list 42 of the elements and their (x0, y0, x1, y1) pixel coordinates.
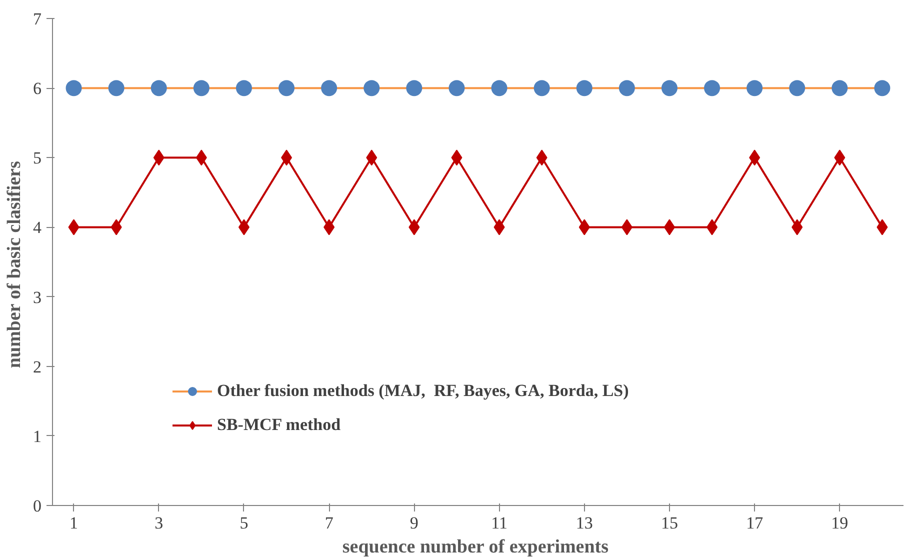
y-axis-title: number of basic clasifiers (4, 161, 25, 368)
x-tick-label: 5 (240, 514, 248, 532)
x-tick-label: 1 (70, 514, 78, 532)
legend-label: Other fusion methods (MAJ, RF, Bayes, GA, Borda, LS) (217, 381, 629, 401)
x-tick-label: 9 (410, 514, 418, 532)
point (236, 80, 252, 96)
x-tick-label: 19 (831, 514, 848, 532)
y-tick-label: 6 (33, 79, 42, 98)
point (832, 80, 848, 96)
y-tick-label: 5 (33, 148, 42, 168)
x-tick-label: 13 (576, 514, 593, 532)
point (576, 80, 592, 96)
point (874, 80, 890, 96)
point (66, 80, 82, 96)
x-tick-label: 15 (660, 514, 678, 532)
y-tick-label: 4 (33, 218, 42, 238)
x-axis-title: sequence number of experiments (342, 536, 609, 558)
point (193, 80, 210, 96)
x-tick-label: 3 (154, 514, 164, 532)
point (491, 80, 508, 96)
point (661, 80, 678, 96)
y-tick-label: 7 (33, 10, 42, 28)
y-tick-label: 0 (33, 496, 42, 516)
x-tick-label: 17 (746, 514, 764, 532)
point (108, 80, 124, 96)
point (150, 80, 167, 96)
point (618, 80, 635, 96)
point (704, 80, 720, 96)
point (789, 80, 806, 96)
x-tick-label: 11 (491, 514, 508, 532)
y-tick-label: 2 (33, 357, 42, 376)
legend-label: SB-MCF method (217, 415, 341, 435)
point (406, 80, 422, 96)
point (278, 80, 295, 96)
point (448, 80, 465, 96)
point (746, 80, 763, 96)
point (534, 80, 550, 96)
point (364, 80, 380, 96)
y-tick-label: 1 (33, 426, 42, 446)
x-tick-label: 7 (324, 514, 334, 532)
point (321, 80, 338, 96)
y-tick-label: 3 (33, 288, 42, 307)
